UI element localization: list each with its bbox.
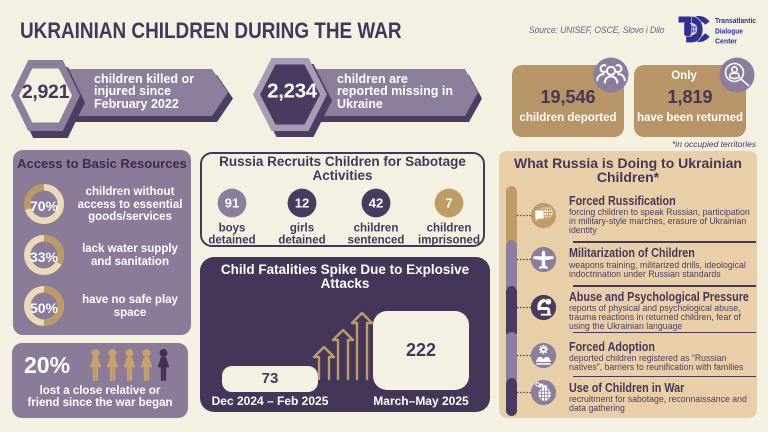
svg-text:children: children (354, 223, 399, 235)
svg-text:sentenced: sentenced (348, 235, 405, 247)
svg-text:girls: girls (290, 223, 314, 235)
svg-text:boys: boys (219, 223, 246, 235)
svg-text:detained: detained (278, 235, 325, 247)
svg-text:42: 42 (369, 196, 383, 211)
svg-text:imprisoned: imprisoned (418, 235, 480, 247)
svg-text:2,921: 2,921 (22, 81, 70, 103)
svg-text:children: children (427, 223, 472, 235)
svg-text:Dialogue: Dialogue (715, 27, 743, 36)
svg-text:detained: detained (208, 235, 255, 247)
svg-text:7: 7 (445, 196, 452, 211)
svg-text:Center: Center (715, 37, 737, 46)
svg-text:91: 91 (225, 196, 239, 211)
svg-text:2,234: 2,234 (267, 80, 318, 103)
svg-text:12: 12 (295, 196, 309, 211)
svg-text:Transatlantic: Transatlantic (715, 16, 756, 25)
